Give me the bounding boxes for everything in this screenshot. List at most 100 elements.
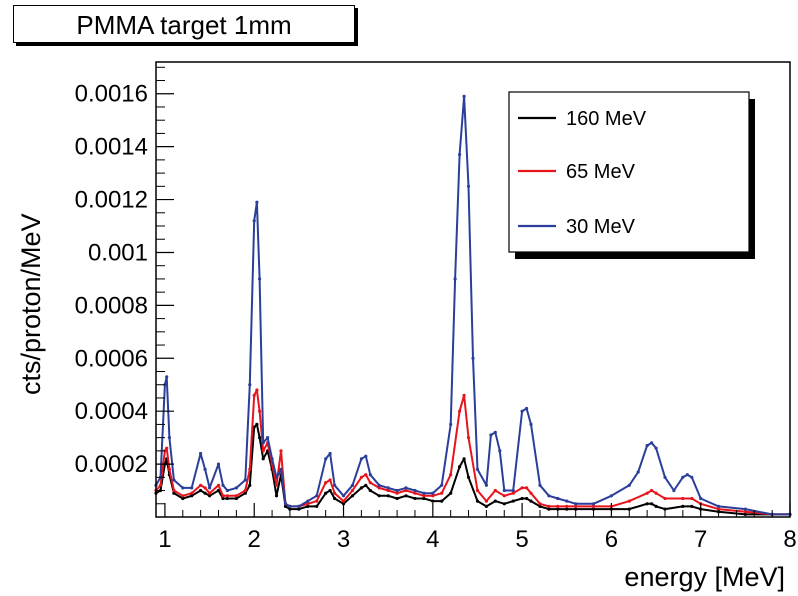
data-point-65-mev	[208, 491, 212, 495]
data-point-65-mev	[199, 483, 203, 487]
data-point-30-mev	[609, 494, 614, 498]
data-point-30-mev	[431, 491, 435, 495]
data-point-30-mev	[221, 483, 225, 487]
legend-label: 65 MeV	[566, 161, 636, 183]
data-point-65-mev	[248, 467, 252, 471]
data-point-65-mev	[333, 491, 337, 495]
data-point-30-mev	[574, 502, 578, 506]
data-point-160-mev	[627, 507, 631, 511]
data-point-65-mev	[520, 486, 524, 490]
data-point-160-mev	[283, 504, 288, 508]
data-point-30-mev	[466, 184, 471, 188]
data-point-160-mev	[364, 483, 368, 487]
data-point-65-mev	[681, 496, 685, 501]
data-point-30-mev	[270, 457, 274, 461]
data-point-160-mev	[199, 488, 203, 493]
data-point-30-mev	[258, 277, 262, 281]
y-tick-label: 0.0014	[75, 134, 148, 161]
data-point-30-mev	[288, 504, 292, 508]
axis-ticks	[156, 66, 791, 517]
data-point-65-mev	[306, 502, 310, 506]
data-point-65-mev	[190, 491, 194, 495]
data-point-30-mev	[743, 507, 748, 511]
data-point-160-mev	[591, 507, 596, 511]
data-point-30-mev	[645, 444, 649, 448]
data-point-30-mev	[538, 483, 542, 487]
data-point-30-mev	[350, 483, 355, 487]
data-point-160-mev	[529, 499, 533, 503]
data-point-160-mev	[404, 494, 408, 498]
data-point-30-mev	[404, 486, 408, 490]
chart-title-box: PMMA target 1mm	[13, 5, 355, 43]
data-point-160-mev	[484, 504, 488, 508]
data-point-30-mev	[458, 153, 462, 157]
data-point-160-mev	[248, 483, 252, 487]
data-point-160-mev	[252, 425, 256, 429]
data-point-65-mev	[484, 499, 488, 503]
data-point-160-mev	[333, 496, 337, 501]
data-point-160-mev	[359, 486, 363, 490]
data-point-160-mev	[274, 494, 279, 498]
data-point-30-mev	[167, 436, 171, 440]
data-point-65-mev	[502, 494, 506, 498]
data-point-65-mev	[364, 473, 368, 477]
data-point-65-mev	[243, 488, 247, 493]
data-point-65-mev	[404, 488, 408, 493]
legend-label: 30 MeV	[566, 216, 636, 238]
data-point-30-mev	[261, 441, 265, 445]
data-point-65-mev	[458, 409, 462, 413]
data-point-160-mev	[475, 499, 480, 503]
data-point-160-mev	[243, 491, 247, 495]
data-point-160-mev	[328, 488, 332, 493]
data-point-65-mev	[547, 504, 551, 508]
data-point-30-mev	[341, 494, 346, 498]
data-point-65-mev	[717, 507, 721, 511]
data-point-30-mev	[359, 457, 363, 461]
data-point-30-mev	[547, 494, 551, 498]
data-point-65-mev	[529, 491, 533, 495]
data-point-30-mev	[172, 478, 176, 482]
data-point-65-mev	[359, 475, 363, 479]
data-point-65-mev	[591, 504, 596, 508]
x-tick-label: 6	[605, 526, 618, 553]
data-point-30-mev	[333, 483, 337, 487]
data-point-160-mev	[203, 491, 207, 495]
data-point-65-mev	[422, 494, 426, 498]
data-point-30-mev	[489, 433, 493, 437]
data-point-30-mev	[279, 467, 283, 471]
data-point-30-mev	[315, 494, 319, 498]
data-point-160-mev	[466, 475, 471, 479]
series-line-65-mev	[155, 389, 790, 516]
data-point-160-mev	[449, 491, 453, 495]
data-point-30-mev	[493, 430, 497, 434]
data-point-160-mev	[743, 512, 748, 517]
data-point-30-mev	[440, 483, 444, 487]
data-point-65-mev	[574, 504, 578, 508]
data-point-30-mev	[475, 467, 480, 471]
data-point-65-mev	[690, 496, 694, 501]
data-point-65-mev	[274, 483, 279, 487]
x-tick-label: 2	[248, 526, 261, 553]
data-point-30-mev	[422, 491, 426, 495]
data-point-65-mev	[650, 488, 654, 493]
x-tick-label: 4	[426, 526, 439, 553]
data-point-30-mev	[283, 502, 288, 506]
data-point-160-mev	[225, 496, 229, 501]
data-point-30-mev	[266, 436, 270, 440]
data-point-65-mev	[258, 409, 262, 413]
data-point-30-mev	[252, 219, 256, 223]
data-point-30-mev	[685, 473, 689, 477]
data-point-65-mev	[377, 486, 381, 490]
x-tick-label: 5	[515, 526, 528, 553]
data-point-160-mev	[306, 504, 310, 508]
data-point-30-mev	[529, 422, 533, 426]
data-point-160-mev	[221, 496, 225, 501]
data-point-65-mev	[234, 494, 238, 498]
data-point-30-mev	[498, 449, 502, 453]
data-point-160-mev	[654, 504, 658, 508]
data-point-30-mev	[681, 475, 685, 479]
data-point-65-mev	[181, 494, 185, 498]
data-point-65-mev	[315, 499, 319, 503]
data-point-30-mev	[591, 502, 596, 506]
data-point-30-mev	[690, 475, 694, 479]
